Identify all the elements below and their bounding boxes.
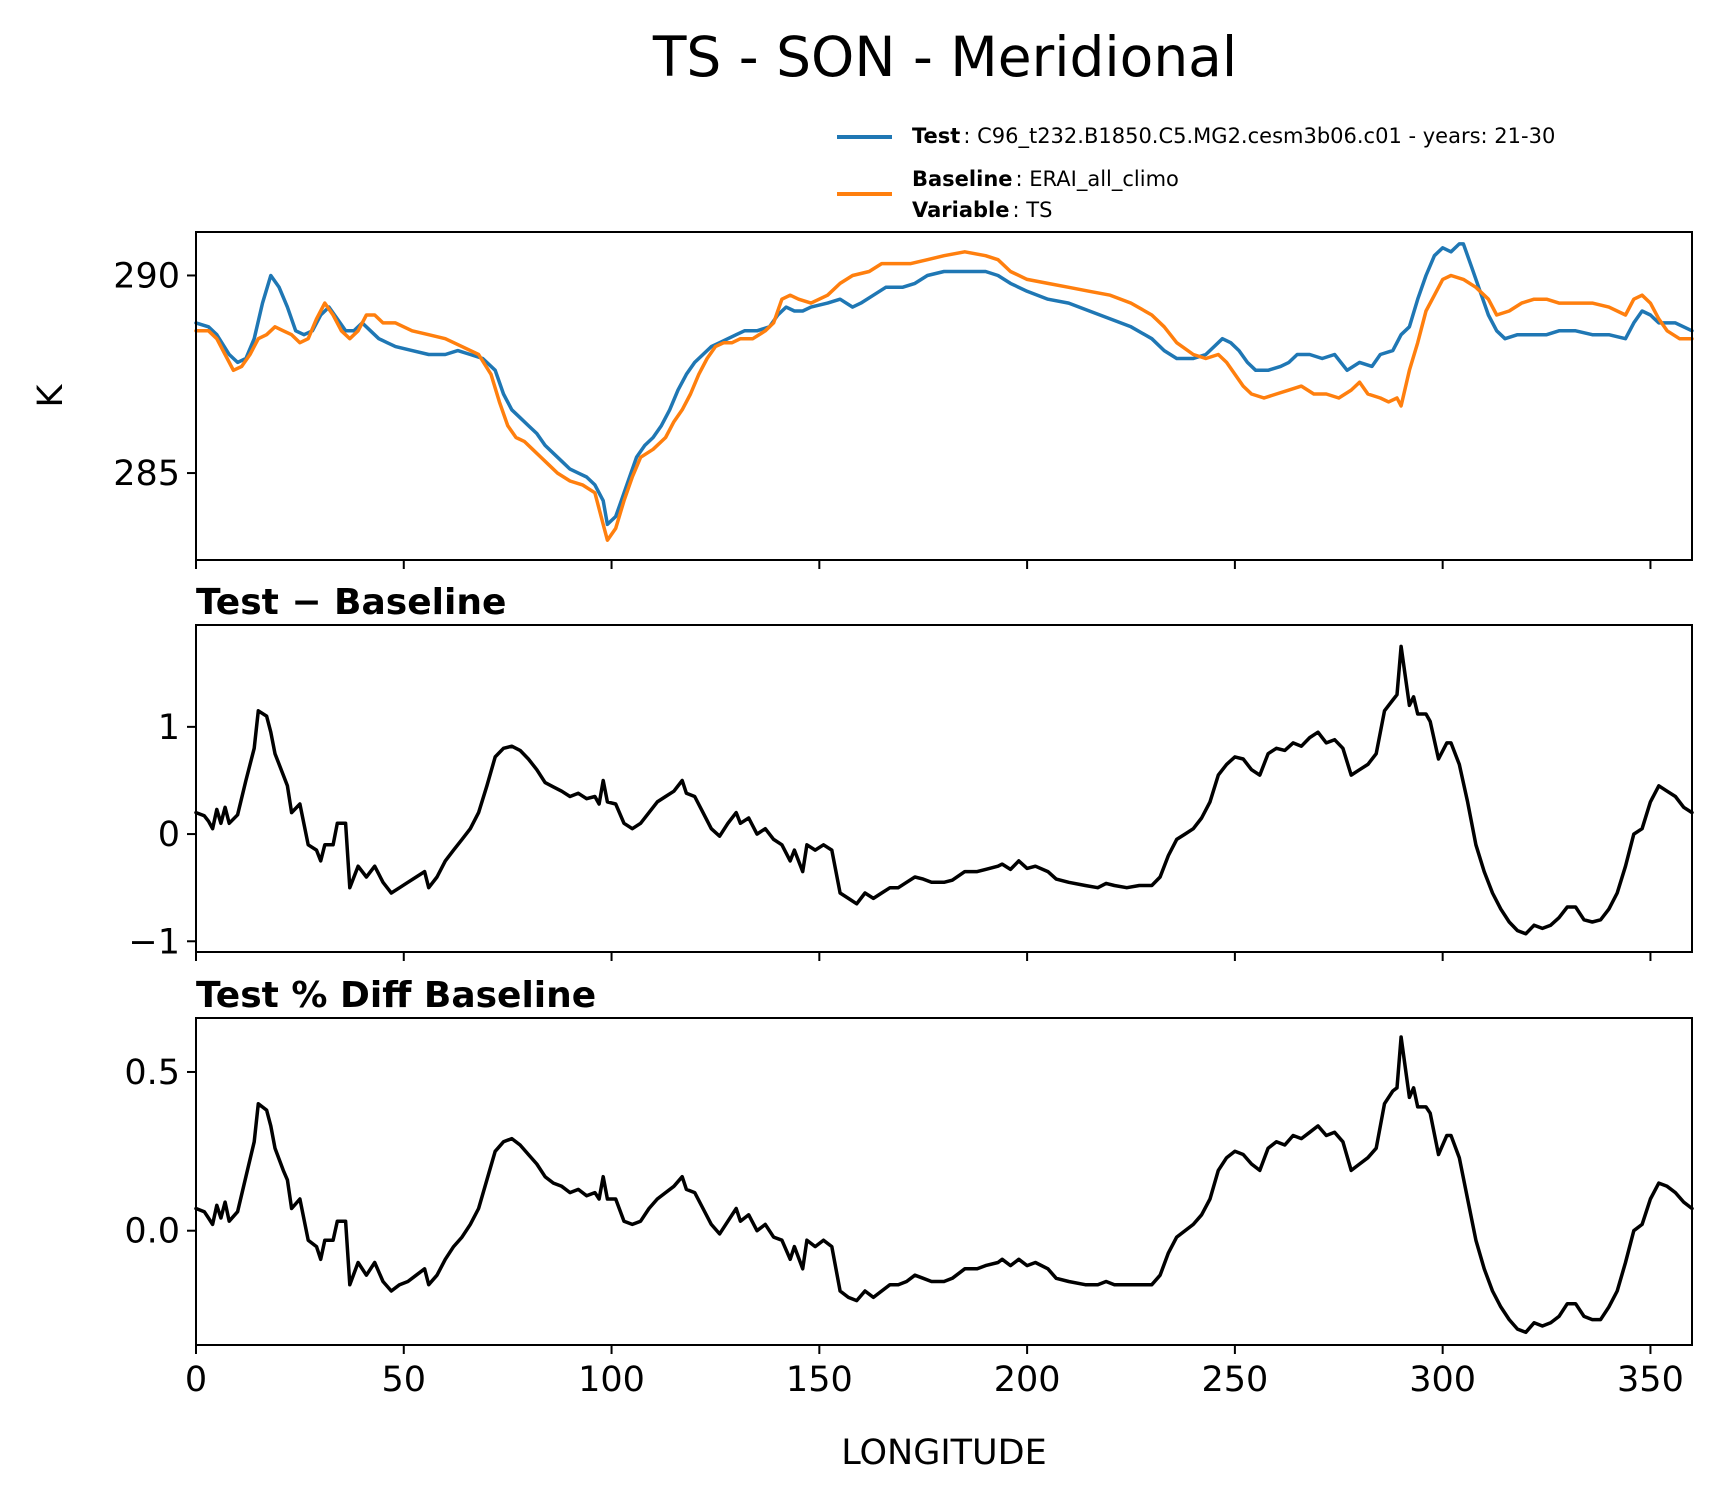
x-tick-label: 50 xyxy=(382,1360,427,1400)
legend-variable-label: Variable: TS xyxy=(912,198,1052,222)
x-tick-label: 200 xyxy=(994,1360,1061,1400)
series-line-percent-difference xyxy=(194,1035,1694,1335)
figure-title: TS - SON - Meridional xyxy=(652,25,1237,89)
y-tick-label: −1 xyxy=(128,922,180,962)
y-tick-label: 1 xyxy=(158,708,180,748)
legend-baseline-label: Baseline: ERAI_all_climo xyxy=(912,167,1179,192)
legend-baseline-key: Baseline xyxy=(912,167,1013,191)
series-line-baseline xyxy=(194,250,1694,542)
legend-baseline-value: : ERAI_all_climo xyxy=(1016,167,1179,192)
panel-difference: −1 0 1 Test − Baseline xyxy=(128,582,1694,962)
series-line-test xyxy=(194,242,1694,527)
x-axis-label: LONGITUDE xyxy=(841,1433,1047,1473)
legend-test-key: Test xyxy=(912,124,960,148)
x-tick-label: 350 xyxy=(1617,1360,1684,1400)
y-tick-label: 0 xyxy=(158,815,180,855)
series-line-difference xyxy=(194,644,1694,936)
legend-test-value: : C96_t232.B1850.C5.MG2.cesm3b06.c01 - y… xyxy=(963,124,1555,149)
y-tick-label: 0.0 xyxy=(124,1212,180,1252)
subplot-title: Test % Diff Baseline xyxy=(196,975,596,1016)
x-tick-label: 100 xyxy=(578,1360,645,1400)
y-tick-label: 290 xyxy=(113,256,180,296)
legend-variable-key: Variable xyxy=(912,198,1009,222)
legend-variable-value: : TS xyxy=(1012,198,1052,222)
legend: Test: C96_t232.B1850.C5.MG2.cesm3b06.c01… xyxy=(837,124,1555,222)
x-tick-label: 0 xyxy=(185,1360,207,1400)
panel-ts: 285 290 K xyxy=(31,231,1694,569)
panel-percent-difference: 0 50 100 150 200 250 300 350 0.0 0.5 Test % Diff B… xyxy=(124,975,1694,1400)
y-tick-label: 0.5 xyxy=(124,1053,180,1093)
axes-frame xyxy=(195,231,1693,561)
x-tick-label: 250 xyxy=(1201,1360,1268,1400)
x-tick-label: 150 xyxy=(786,1360,853,1400)
y-axis-label: K xyxy=(31,383,71,407)
x-tick-label: 300 xyxy=(1409,1360,1476,1400)
y-tick-label: 285 xyxy=(113,454,180,494)
subplot-title: Test − Baseline xyxy=(196,582,506,623)
axes-frame xyxy=(195,624,1693,953)
legend-test-label: Test: C96_t232.B1850.C5.MG2.cesm3b06.c01… xyxy=(912,124,1555,149)
axes-frame xyxy=(195,1017,1693,1346)
